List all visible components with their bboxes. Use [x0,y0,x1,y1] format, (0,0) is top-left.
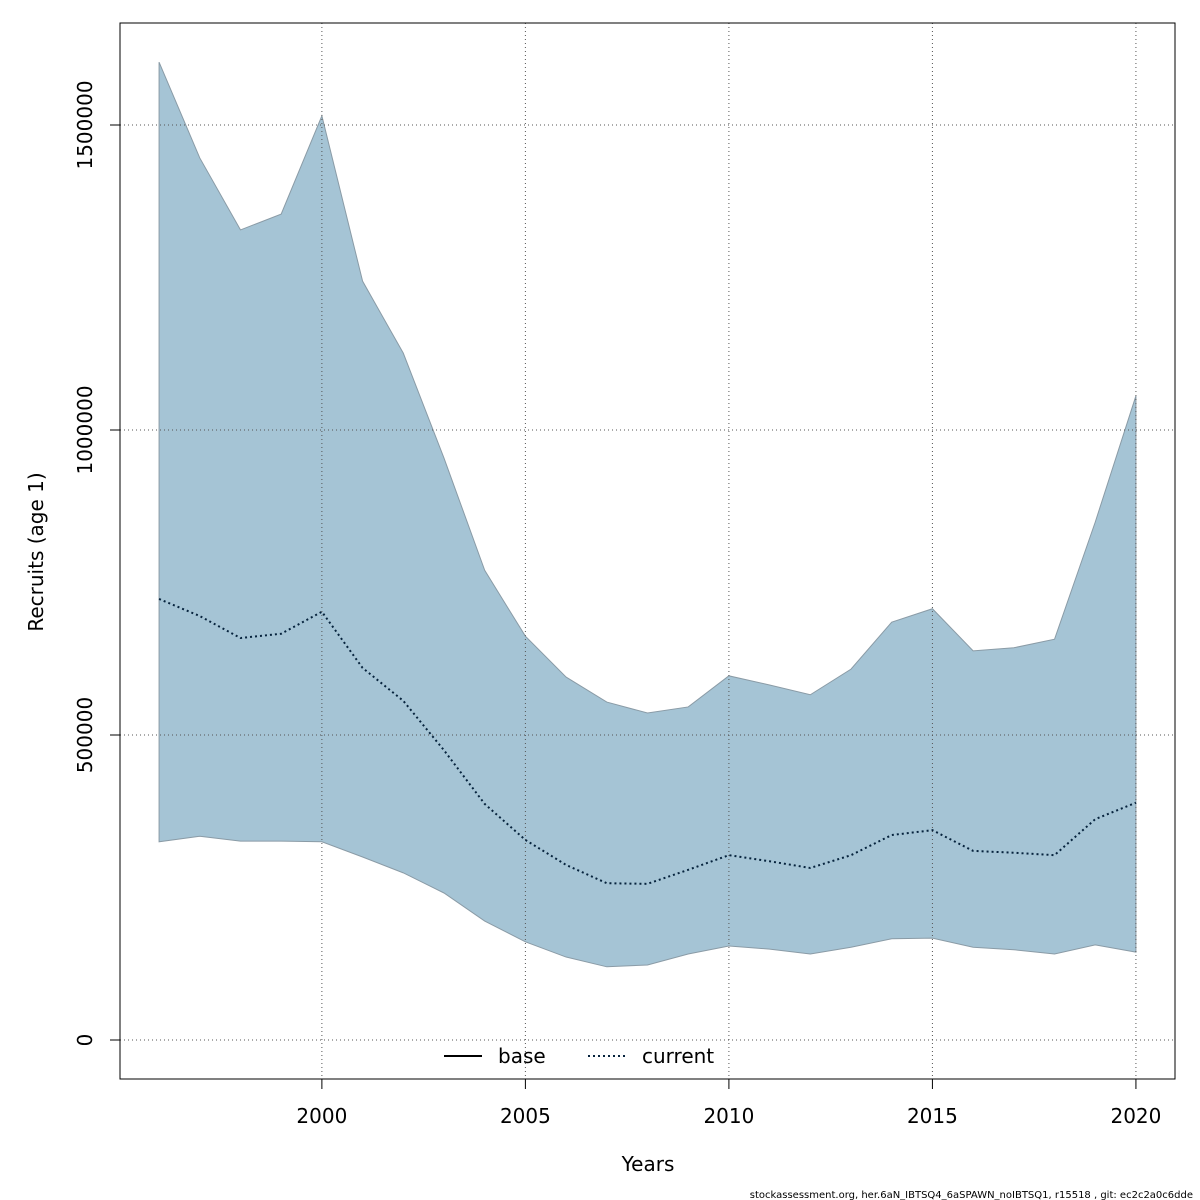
x-tick-label: 2000 [296,1104,347,1128]
x-tick-label: 2005 [500,1104,551,1128]
line [158,598,1137,885]
x-axis-label: Years [621,1152,675,1176]
plot-frame [119,22,1176,1080]
legend-label: base [498,1044,546,1068]
confidence-band [158,61,1137,968]
y-tick-label: 0 [73,1034,97,1047]
y-tick-label: 1000000 [73,385,97,474]
x-tick-label: 2015 [907,1104,958,1128]
y-axis-label: Recruits (age 1) [24,472,48,631]
y-tick-label: 1500000 [73,80,97,169]
x-tick-label: 2020 [1110,1104,1161,1128]
legend-label: current [642,1044,714,1068]
y-tick-label: 500000 [73,697,97,773]
footer: stockassessment.org, her.6aN_IBTSQ4_6aSP… [750,1190,1193,1200]
x-tick-label: 2010 [703,1104,754,1128]
